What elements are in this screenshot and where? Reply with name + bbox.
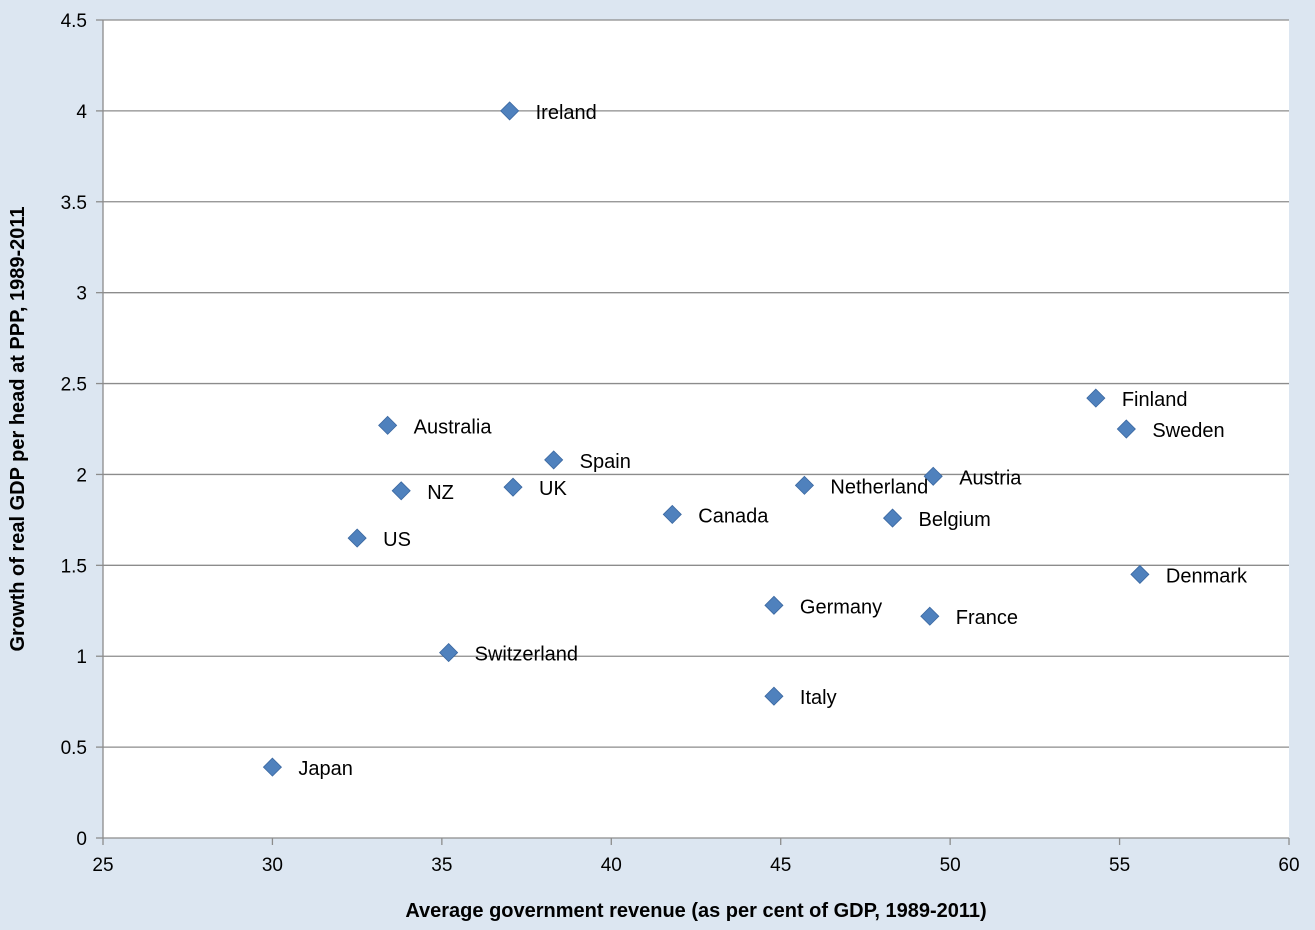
y-tick-label: 0.5 xyxy=(61,738,87,759)
y-tick-label: 2.5 xyxy=(61,375,87,396)
data-point-label: Finland xyxy=(1122,389,1188,411)
data-point-label: NZ xyxy=(427,482,454,504)
y-tick-label: 3 xyxy=(76,284,87,305)
data-point-marker xyxy=(347,528,367,548)
gridlines xyxy=(103,19,1289,748)
data-point-marker xyxy=(1116,419,1136,439)
data-point-marker xyxy=(662,504,682,525)
y-tick-label: 3.5 xyxy=(61,193,87,214)
data-point-marker xyxy=(920,606,940,626)
data-point-marker xyxy=(503,477,523,497)
data-point-marker xyxy=(1130,564,1150,584)
x-tick-label: 45 xyxy=(770,855,791,876)
data-point-marker xyxy=(764,595,784,615)
data-point-marker xyxy=(794,475,814,495)
data-point-marker xyxy=(262,757,282,777)
x-tick-label: 25 xyxy=(92,855,113,876)
data-point-label: US xyxy=(383,529,411,551)
data-point-label: Austria xyxy=(959,467,1022,489)
y-tick-label: 0 xyxy=(76,829,87,850)
data-point-label: Italy xyxy=(800,687,837,709)
data-point-label: Japan xyxy=(298,758,353,780)
plot-area xyxy=(103,20,1289,838)
axes xyxy=(96,19,1290,845)
x-tick-label: 40 xyxy=(601,855,622,876)
y-tick-label: 2 xyxy=(76,465,87,486)
data-point-label: Sweden xyxy=(1152,420,1224,442)
data-point-label: Switzerland xyxy=(475,644,578,666)
data-point-label: Australia xyxy=(414,416,493,438)
data-point-label: UK xyxy=(539,478,567,500)
data-point-label: Canada xyxy=(698,505,769,527)
data-point-label: Denmark xyxy=(1166,565,1248,587)
data-point-marker xyxy=(544,450,564,470)
x-tick-label: 30 xyxy=(262,855,283,876)
data-point-marker xyxy=(1086,388,1106,408)
y-tick-label: 4.5 xyxy=(61,11,87,32)
data-point-marker xyxy=(439,643,459,663)
data-points: Ireland Australia Spain NZ UK US Canada Netherl… xyxy=(262,101,1248,780)
x-axis-title: Average government revenue (as per cent … xyxy=(405,900,986,922)
data-point-label: Netherland xyxy=(830,476,928,498)
data-point-marker xyxy=(882,508,903,528)
y-tick-label: 1.5 xyxy=(61,556,87,577)
x-tick-label: 50 xyxy=(940,855,961,876)
data-point-label: Spain xyxy=(580,451,631,473)
data-point-marker xyxy=(391,481,411,501)
data-point-marker xyxy=(378,415,398,435)
tick-labels: 0 0.5 1 1.5 2 2.5 3 3.5 4 4.5 25 30 35 40 45 50 55 60 xyxy=(61,11,1300,876)
data-point-marker xyxy=(764,686,784,706)
x-tick-label: 60 xyxy=(1278,855,1299,876)
y-tick-label: 4 xyxy=(76,102,87,123)
data-point-marker xyxy=(923,466,943,486)
y-tick-label: 1 xyxy=(76,647,87,668)
data-point-label: France xyxy=(956,607,1018,629)
x-tick-label: 55 xyxy=(1109,855,1130,876)
data-point-marker xyxy=(500,101,520,121)
data-point-label: Ireland xyxy=(536,102,597,124)
x-tick-label: 35 xyxy=(431,855,452,876)
data-point-label: Germany xyxy=(800,596,882,618)
y-axis-title: Growth of real GDP per head at PPP, 1989… xyxy=(7,206,29,651)
data-point-label: Belgium xyxy=(919,509,991,531)
